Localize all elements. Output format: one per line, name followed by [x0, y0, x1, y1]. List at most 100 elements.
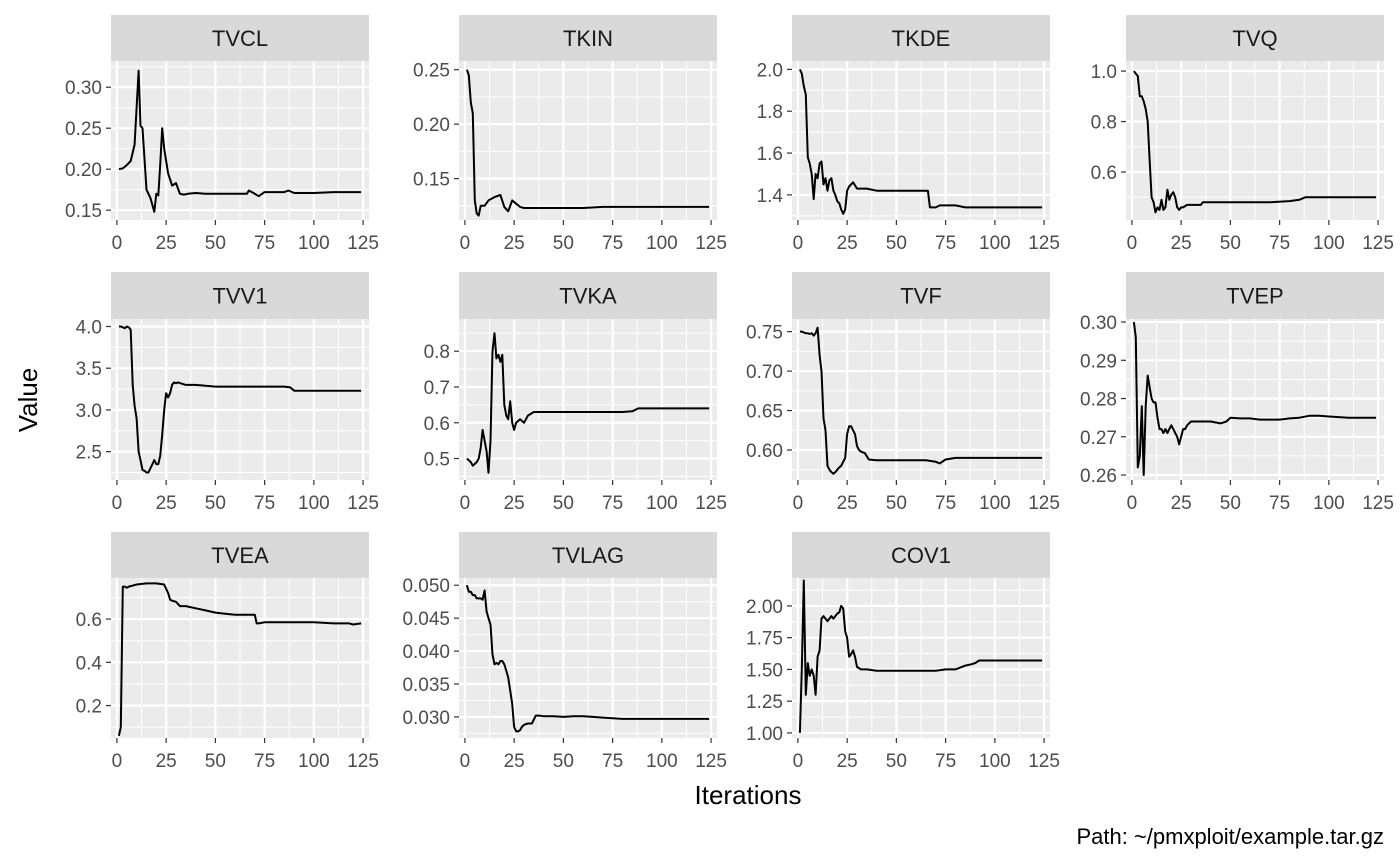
x-tick-label: 0 — [1127, 493, 1138, 514]
strip-label-tvlag: TVLAG — [552, 543, 624, 568]
minor-grid-tvv1 — [111, 319, 369, 480]
minor-grid-tvka — [459, 319, 717, 480]
strip-label-tvka: TVKA — [559, 284, 617, 309]
series-line-tvq — [1133, 70, 1377, 214]
y-tick-label: 0.8 — [424, 342, 450, 363]
strip-tvcl — [111, 15, 369, 61]
x-tick-label: 0 — [793, 233, 804, 254]
y-tick-label: 0.70 — [746, 362, 783, 383]
x-tick-label: 125 — [347, 233, 379, 254]
facet-tkin: TKIN 0 25 50 75 100 125 0.15 0.20 0.25 — [413, 15, 727, 254]
x-tick-label: 100 — [646, 751, 678, 772]
x-tick-label: 0 — [1127, 233, 1138, 254]
x-tick-label: 25 — [837, 751, 858, 772]
series-line-tkin — [465, 69, 710, 217]
x-tick-label: 50 — [205, 233, 226, 254]
series-line-cov1 — [798, 579, 1043, 733]
x-tick-label: 125 — [695, 233, 727, 254]
y-tick-label: 0.30 — [65, 78, 102, 99]
y-tick-label: 0.4 — [76, 653, 103, 674]
x-tick-label: 0 — [460, 233, 471, 254]
y-tick-label: 1.0 — [1091, 62, 1117, 83]
y-tick-label: 3.0 — [76, 401, 102, 422]
major-grid-tvlag — [459, 578, 717, 738]
y-tick-label: 0.035 — [402, 675, 450, 696]
y-tick-label: 0.5 — [424, 450, 450, 471]
y-tick-label: 1.8 — [757, 102, 783, 123]
strip-tvq — [1126, 15, 1384, 61]
minor-grid-tkde — [792, 61, 1050, 220]
strip-tvlag — [459, 532, 717, 578]
x-tick-label: 50 — [553, 233, 574, 254]
x-tick-label: 50 — [553, 493, 574, 514]
x-tick-label: 100 — [646, 233, 678, 254]
y-tick-label: 2.5 — [76, 443, 102, 464]
x-tick-label: 125 — [1362, 233, 1394, 254]
facet-tkde: TKDE 0 25 50 75 100 125 1.4 1.6 1.8 2.0 — [757, 15, 1060, 254]
y-tick-label: 0.050 — [402, 576, 450, 597]
y-tick-label: 1.00 — [746, 724, 783, 745]
series-line-tvep — [1132, 321, 1377, 476]
x-tick-label: 75 — [935, 233, 956, 254]
strip-tvv1 — [111, 272, 369, 319]
x-tick-label: 75 — [254, 233, 275, 254]
y-tick-label: 0.75 — [746, 323, 783, 344]
x-tick-label: 75 — [935, 751, 956, 772]
y-tick-label: 0.27 — [1080, 428, 1117, 449]
y-tick-label: 0.15 — [65, 201, 102, 222]
y-tick-label: 0.2 — [76, 697, 102, 718]
y-tick-label: 0.28 — [1080, 390, 1117, 411]
x-tick-label: 75 — [254, 751, 275, 772]
x-tick-label: 25 — [504, 493, 525, 514]
x-tick-label: 25 — [1171, 493, 1192, 514]
major-grid-tvep — [1126, 319, 1384, 480]
x-tick-label: 0 — [460, 493, 471, 514]
x-tick-label: 100 — [979, 493, 1011, 514]
strip-label-tvq: TVQ — [1232, 26, 1277, 51]
facet-tvf: TVF 0 25 50 75 100 125 0.60 0.65 0.70 0.75 — [746, 272, 1060, 514]
series-line-tvf — [799, 326, 1043, 475]
x-tick-label: 25 — [504, 751, 525, 772]
y-tick-label: 1.25 — [746, 692, 783, 713]
series-line-tvka — [466, 332, 710, 474]
x-tick-label: 0 — [112, 493, 123, 514]
minor-grid-tvf — [792, 319, 1050, 480]
strip-label-tvv1: TVV1 — [212, 284, 267, 309]
strip-tkin — [459, 15, 717, 61]
strip-tvea — [111, 532, 369, 578]
x-tick-label: 125 — [1362, 493, 1394, 514]
facet-cov1: COV1 0 25 50 75 100 125 1.00 1.25 1.50 1.75 2.00 — [746, 532, 1060, 772]
x-tick-label: 100 — [646, 493, 678, 514]
x-tick-label: 25 — [837, 233, 858, 254]
strip-label-cov1: COV1 — [891, 543, 951, 568]
x-tick-label: 75 — [1269, 493, 1290, 514]
x-tick-label: 75 — [935, 493, 956, 514]
y-tick-label: 0.20 — [413, 115, 450, 136]
y-axis-title: Value — [13, 368, 43, 433]
y-tick-label: 0.15 — [413, 170, 450, 191]
x-tick-label: 25 — [156, 493, 177, 514]
x-tick-label: 0 — [793, 751, 804, 772]
x-tick-label: 50 — [886, 233, 907, 254]
y-tick-label: 2.0 — [757, 60, 783, 81]
x-tick-label: 75 — [602, 233, 623, 254]
y-tick-label: 1.50 — [746, 660, 783, 681]
series-line-tvv1 — [118, 325, 362, 474]
minor-grid-cov1 — [792, 578, 1050, 738]
x-tick-label: 75 — [602, 493, 623, 514]
strip-tvep — [1126, 272, 1384, 319]
y-tick-label: 0.26 — [1080, 466, 1117, 487]
y-tick-label: 2.00 — [746, 597, 783, 618]
x-tick-label: 100 — [1313, 233, 1345, 254]
x-tick-label: 125 — [1028, 493, 1060, 514]
x-tick-label: 75 — [1269, 233, 1290, 254]
strip-label-tkin: TKIN — [563, 26, 613, 51]
series-line-tkde — [798, 68, 1043, 215]
y-tick-label: 0.7 — [424, 378, 450, 399]
x-tick-label: 100 — [979, 233, 1011, 254]
x-tick-label: 0 — [460, 751, 471, 772]
x-tick-label: 50 — [1220, 493, 1241, 514]
major-grid-cov1 — [792, 578, 1050, 738]
y-tick-label: 3.5 — [76, 359, 102, 380]
y-tick-label: 0.045 — [402, 609, 450, 630]
